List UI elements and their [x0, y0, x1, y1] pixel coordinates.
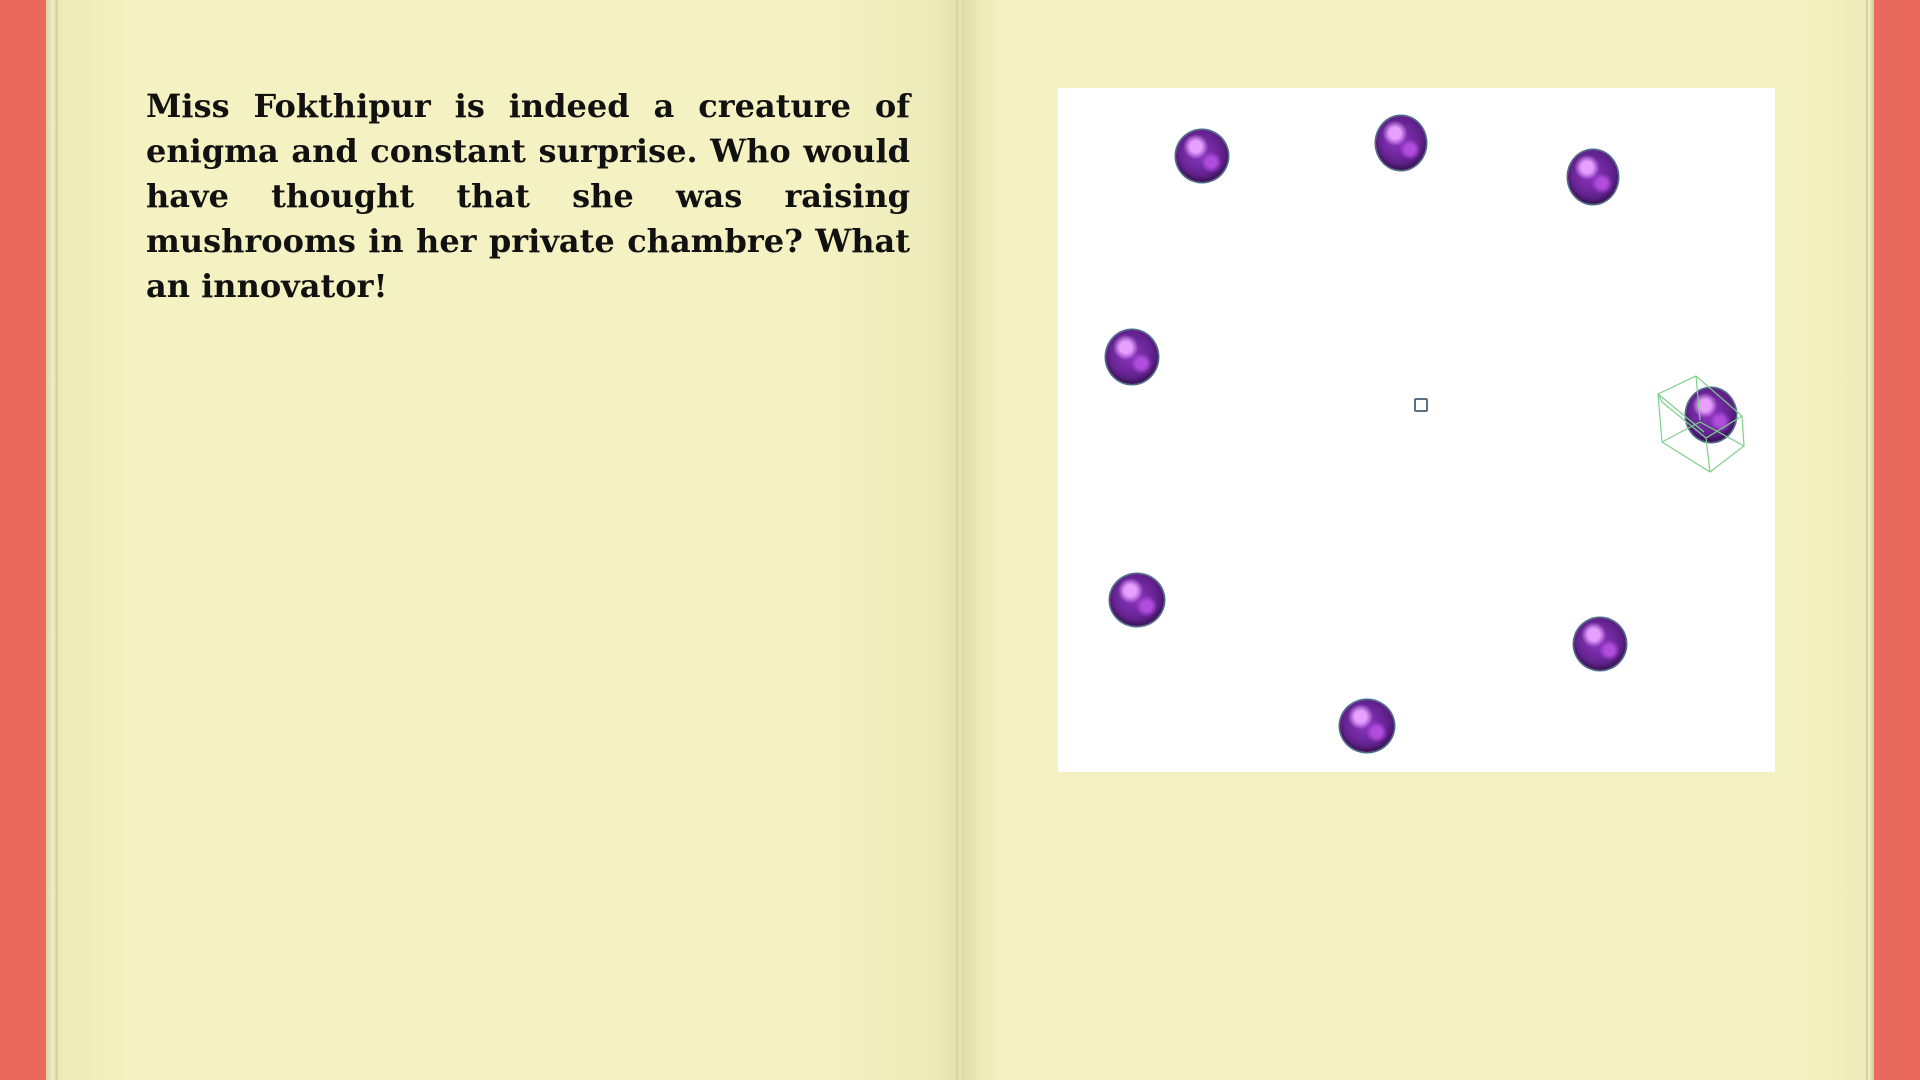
mushroom-5-selected[interactable]: [1686, 388, 1736, 442]
mushroom-2[interactable]: [1376, 116, 1426, 170]
mushroom-8[interactable]: [1340, 700, 1394, 752]
mushroom-4[interactable]: [1106, 330, 1158, 384]
scene-center-marker[interactable]: [1414, 398, 1428, 412]
book-spine: [956, 0, 964, 1080]
left-page: [56, 0, 962, 1080]
mushroom-1[interactable]: [1176, 130, 1228, 182]
story-text: Miss Fokthipur is indeed a creature of e…: [146, 87, 910, 305]
mushroom-scene-panel[interactable]: [1058, 88, 1775, 772]
mushroom-7[interactable]: [1574, 618, 1626, 670]
mushroom-3[interactable]: [1568, 150, 1618, 204]
book-cover-edge-left: [46, 0, 58, 1080]
mushroom-6[interactable]: [1110, 574, 1164, 626]
